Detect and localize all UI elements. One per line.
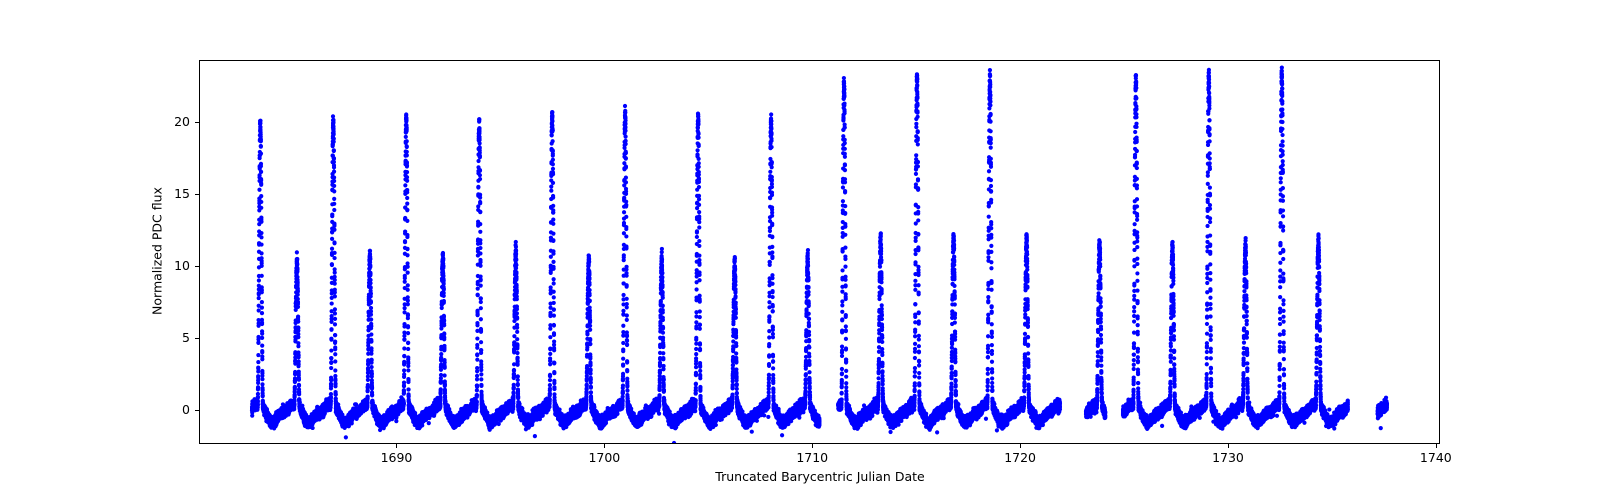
x-tick-label: 1740 xyxy=(1419,450,1452,465)
x-tick-label: 1720 xyxy=(1004,450,1036,465)
x-tick-label: 1700 xyxy=(588,450,621,465)
y-tick-label: 0 xyxy=(182,402,190,418)
y-axis-label: Normalized PDC flux xyxy=(149,187,165,315)
y-tick-label: 20 xyxy=(174,114,190,130)
x-tick-label: 1730 xyxy=(1212,450,1244,465)
y-tick-label: 5 xyxy=(182,330,190,346)
y-tick-label: 10 xyxy=(174,258,190,274)
x-tick-label: 1710 xyxy=(796,450,829,465)
x-tick-label: 1690 xyxy=(380,450,413,465)
y-tick-label: 15 xyxy=(174,186,190,202)
x-axis-label: Truncated Barycentric Julian Date xyxy=(715,469,925,484)
